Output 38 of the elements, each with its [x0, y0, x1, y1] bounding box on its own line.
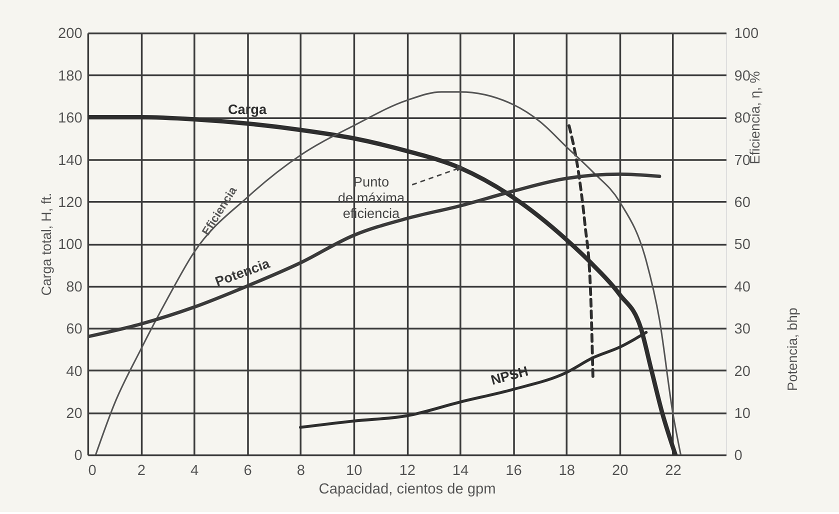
- y-tick-label: 100: [58, 237, 82, 254]
- x-tick-label: 0: [88, 462, 96, 479]
- y-tick-label: 0: [74, 448, 82, 464]
- y2-tick-label: 60: [734, 194, 751, 211]
- y2-tick-label: 20: [734, 364, 751, 380]
- y2-tick-label: 0: [734, 448, 742, 464]
- y2-tick-label: 40: [734, 279, 751, 296]
- x-tick-label: 4: [190, 462, 199, 479]
- text: NPSH: [489, 363, 530, 388]
- text: Potencia, bhp: [785, 308, 800, 391]
- x-tick-label: 12: [399, 462, 416, 479]
- y-tick-label: 60: [66, 322, 82, 338]
- y2-tick-label: 80: [734, 110, 751, 127]
- x-tick-label: 16: [506, 462, 522, 479]
- y2-tick-label: 90: [734, 68, 751, 84]
- x-tick-label: 6: [244, 462, 252, 479]
- x-tick-label: 10: [346, 462, 362, 479]
- x-tick-label: 2: [137, 462, 146, 479]
- x-tick-label: 20: [612, 462, 628, 479]
- y-tick-label: 160: [58, 110, 82, 127]
- x-tick-label: 22: [665, 462, 682, 479]
- y2-tick-label: 100: [734, 26, 759, 42]
- x-axis-title: Capacidad, cientos de gpm: [318, 481, 496, 498]
- y2-tick-label: 10: [734, 406, 751, 422]
- y2-tick-label: 70: [734, 152, 751, 169]
- x-tick-label: 18: [558, 462, 576, 479]
- y-tick-label: 180: [58, 68, 82, 84]
- y-tick-label: 40: [66, 364, 82, 380]
- y-axis-title: Carga total, H, ft.: [39, 192, 54, 296]
- x-tick-label: 14: [452, 462, 469, 479]
- y-tick-label: 80: [66, 279, 82, 296]
- y-tick-label: 20: [66, 406, 82, 422]
- y2-tick-label: 30: [734, 322, 751, 338]
- y2-tick-label: 50: [734, 237, 751, 254]
- y-tick-label: 140: [58, 152, 82, 169]
- x-tick-label: 8: [296, 462, 306, 479]
- y-tick-label: 120: [58, 194, 82, 211]
- y-tick-label: 200: [58, 26, 82, 42]
